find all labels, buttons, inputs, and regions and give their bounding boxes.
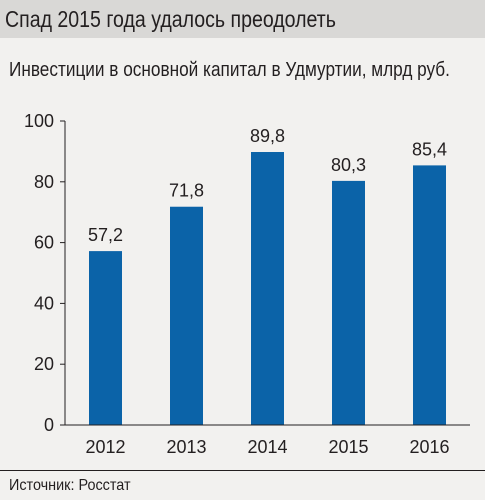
chart-title: Инвестиции в основной капитал в Удмуртии… <box>9 59 450 81</box>
bar <box>89 251 122 425</box>
bar-value-label: 85,4 <box>412 139 447 159</box>
bar <box>332 180 365 425</box>
y-tick-label: 0 <box>44 415 54 435</box>
bar <box>251 152 284 425</box>
source-note: Источник: Росстат <box>9 477 131 494</box>
x-tick-label: 2015 <box>328 437 368 457</box>
bar-value-label: 89,8 <box>250 126 285 146</box>
x-tick-label: 2012 <box>85 437 125 457</box>
bar <box>413 165 446 425</box>
bar <box>170 206 203 425</box>
header-bar: Спад 2015 года удалось преодолеть <box>0 0 485 38</box>
bar-value-label: 71,8 <box>169 181 204 201</box>
x-tick-label: 2014 <box>247 437 287 457</box>
bar-value-label: 57,2 <box>88 225 123 245</box>
x-tick-label: 2016 <box>409 437 449 457</box>
x-tick-label: 2013 <box>166 437 206 457</box>
y-tick-label: 80 <box>34 172 54 192</box>
footer-divider <box>0 470 485 471</box>
y-tick-label: 60 <box>34 233 54 253</box>
page-title: Спад 2015 года удалось преодолеть <box>5 6 336 32</box>
y-tick-label: 100 <box>24 111 54 131</box>
y-tick-label: 40 <box>34 293 54 313</box>
bar-value-label: 80,3 <box>331 155 366 175</box>
y-tick-label: 20 <box>34 354 54 374</box>
